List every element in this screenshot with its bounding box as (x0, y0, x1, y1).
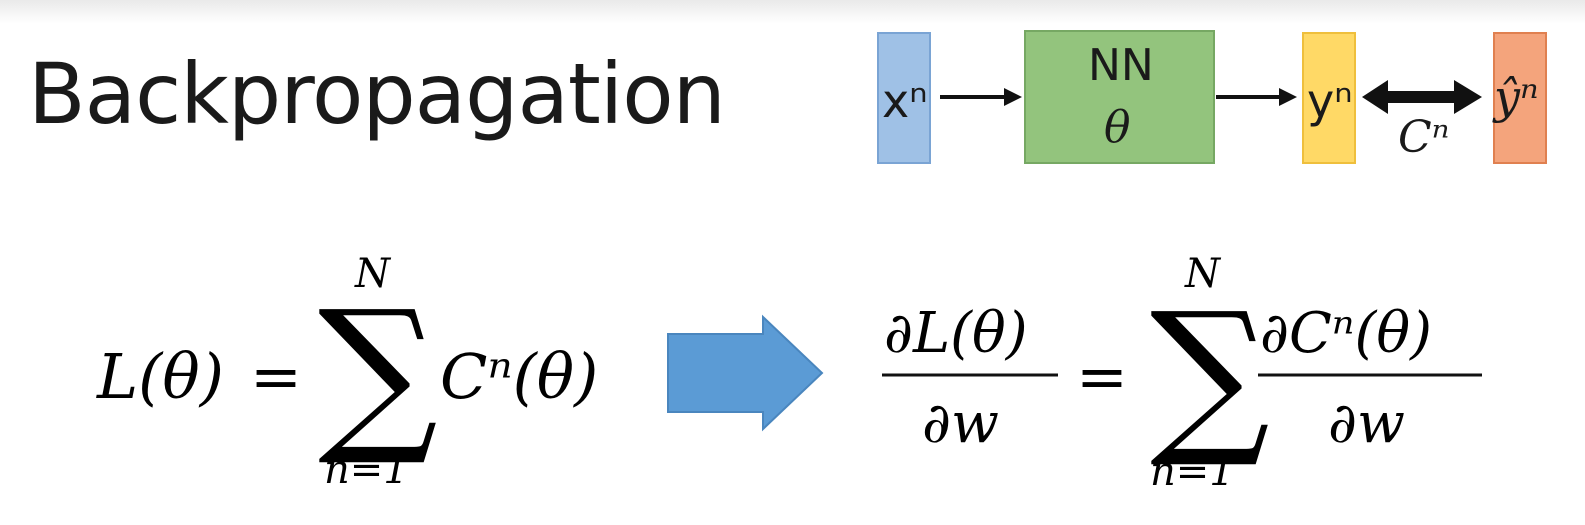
slide-top-border (0, 0, 1585, 24)
eq-left-sum-symbol: ∑ (318, 274, 438, 470)
equation-right: ∂L(θ) ∂w = N ∑ n=1 ∂Cⁿ(θ) ∂w (882, 251, 1482, 495)
equation-left: L(θ) = N ∑ n=1 Cⁿ(θ) (96, 251, 598, 493)
eq-right-rhs-denominator: ∂w (1328, 391, 1405, 456)
eq-right-rhs-numerator: ∂Cⁿ(θ) (1260, 301, 1432, 366)
slide-title: Backpropagation (28, 45, 726, 143)
target-label: ŷⁿ (1494, 70, 1539, 124)
eq-right-lhs-denominator: ∂w (922, 391, 999, 456)
eq-left-lhs: L(θ) (96, 340, 224, 413)
implication-arrow (667, 314, 824, 432)
target-box (1493, 32, 1547, 164)
network-label: NN (1088, 40, 1154, 91)
eq-right-sum-symbol: ∑ (1150, 276, 1270, 472)
eq-right-sum-upper: N (1184, 251, 1222, 297)
output-label: yⁿ (1307, 74, 1353, 128)
output-box (1302, 32, 1356, 164)
network-box (1024, 30, 1215, 164)
eq-left-equals: = (250, 340, 302, 413)
eq-right-sum-lower: n=1 (1150, 449, 1235, 495)
arrow-input-to-network (940, 88, 1022, 106)
double-arrow-cost (1362, 80, 1482, 114)
eq-left-sum-upper: N (354, 251, 392, 297)
input-label: xⁿ (882, 74, 928, 128)
eq-right-equals: = (1076, 340, 1128, 413)
eq-right-lhs-numerator: ∂L(θ) (884, 301, 1028, 366)
eq-left-term: Cⁿ(θ) (440, 340, 598, 413)
input-box (877, 32, 931, 164)
cost-label: Cⁿ (1398, 112, 1450, 163)
eq-left-sum-lower: n=1 (324, 447, 409, 493)
parameter-label: θ (1104, 102, 1131, 153)
arrow-network-to-output (1216, 88, 1297, 106)
